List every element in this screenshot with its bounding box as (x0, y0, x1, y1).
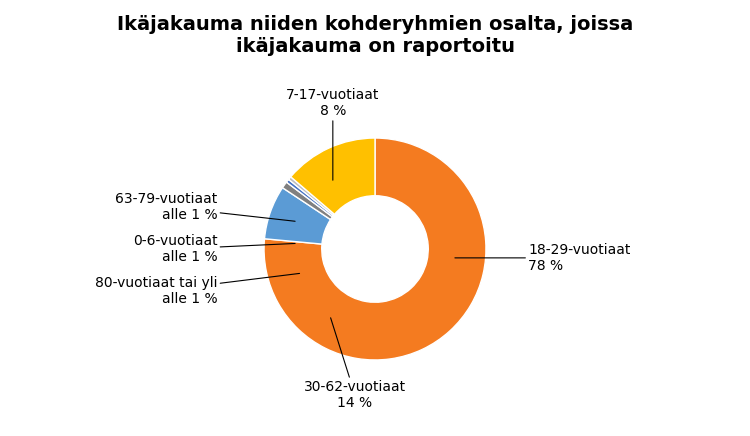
Wedge shape (289, 177, 334, 216)
Wedge shape (264, 138, 486, 360)
Wedge shape (265, 188, 331, 244)
Wedge shape (286, 180, 334, 217)
Text: 18-29-vuotiaat
78 %: 18-29-vuotiaat 78 % (455, 243, 631, 273)
Wedge shape (291, 138, 375, 215)
Text: 0-6-vuotiaat
alle 1 %: 0-6-vuotiaat alle 1 % (133, 234, 295, 264)
Text: 80-vuotiaat tai yli
alle 1 %: 80-vuotiaat tai yli alle 1 % (95, 273, 299, 306)
Text: 7-17-vuotiaat
8 %: 7-17-vuotiaat 8 % (286, 88, 380, 180)
Title: Ikäjakauma niiden kohderyhmien osalta, joissa
ikäjakauma on raportoitu: Ikäjakauma niiden kohderyhmien osalta, j… (117, 15, 633, 56)
Wedge shape (283, 182, 332, 220)
Text: 30-62-vuotiaat
14 %: 30-62-vuotiaat 14 % (304, 318, 406, 410)
Text: 63-79-vuotiaat
alle 1 %: 63-79-vuotiaat alle 1 % (116, 192, 295, 222)
